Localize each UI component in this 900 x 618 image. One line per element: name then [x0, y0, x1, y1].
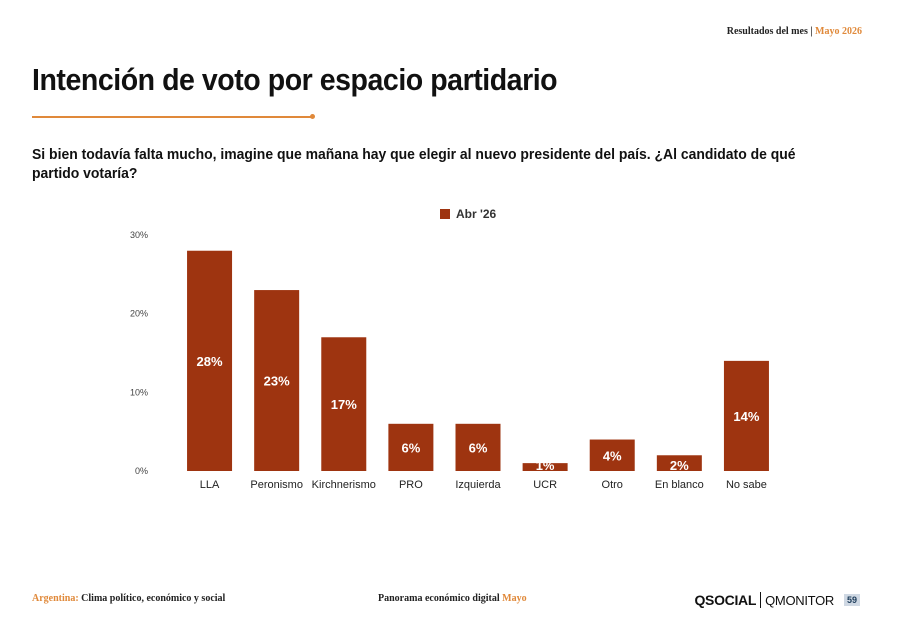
title-underline-dot: [310, 114, 315, 119]
footer-logos: QSOCIAL QMONITOR 59: [694, 592, 860, 608]
data-label: 2%: [670, 458, 689, 473]
page-number: 59: [843, 594, 860, 606]
x-tick-label: UCR: [533, 479, 557, 491]
y-axis: 0% 10% 20% 30%: [130, 230, 148, 476]
bar: [589, 439, 635, 471]
bar: [656, 455, 702, 471]
data-label: 6%: [469, 440, 488, 455]
bar: [388, 423, 434, 471]
footer-country: Argentina:: [32, 593, 79, 604]
header-label: Resultados del mes: [726, 26, 808, 37]
bar-chart: Abr '26 0% 10% 20% 30% 28% 23% 17% 6% 6% 1% 4% 2% 1…: [130, 207, 769, 491]
footer-panorama: Panorama económico digital: [378, 593, 500, 604]
bar: [723, 360, 769, 471]
bars: 28% 23% 17% 6% 6% 1% 4% 2% 14%: [187, 250, 769, 473]
bar: [522, 463, 568, 471]
y-tick-label: 20%: [130, 309, 148, 319]
header-separator: |: [810, 26, 813, 37]
bar: [321, 337, 367, 471]
y-tick-label: 30%: [130, 230, 148, 240]
data-label: 17%: [331, 397, 357, 412]
page-title: Intención de voto por espacio partidario: [32, 62, 558, 97]
x-tick-label: LLA: [200, 479, 220, 491]
bar: [187, 250, 233, 471]
x-axis: LLA Peronismo Kirchnerismo PRO Izquierda UCR O…: [200, 479, 767, 491]
chart-legend: Abr '26: [440, 207, 497, 221]
x-tick-label: No sabe: [726, 479, 767, 491]
x-tick-label: Otro: [602, 479, 623, 491]
header-month: Mayo 2026: [815, 26, 862, 37]
legend-swatch: [440, 209, 450, 219]
bar: [455, 423, 501, 471]
footer-center: Panorama económico digital Mayo: [378, 593, 527, 604]
data-label: 1%: [536, 458, 555, 473]
data-label: 23%: [264, 374, 290, 389]
qsocial-logo: QSOCIAL: [694, 592, 757, 608]
bar: [254, 290, 300, 471]
data-label: 28%: [197, 354, 223, 369]
data-label: 4%: [603, 448, 622, 463]
survey-question: Si bien todavía falta mucho, imagine que…: [32, 146, 796, 182]
footer-left: Argentina: Clima político, económico y s…: [32, 593, 225, 604]
x-tick-label: Kirchnerismo: [312, 479, 376, 491]
logo-divider: [760, 592, 762, 608]
footer-month: Mayo: [502, 593, 527, 604]
x-tick-label: Izquierda: [455, 479, 501, 491]
x-tick-label: Peronismo: [250, 479, 303, 491]
y-tick-label: 10%: [130, 387, 148, 397]
legend-label: Abr '26: [456, 207, 497, 221]
qmonitor-logo: QMONITOR: [765, 592, 834, 608]
footer-report-name: Clima político, económico y social: [81, 593, 226, 604]
data-label: 6%: [401, 440, 420, 455]
header-meta: Resultados del mes | Mayo 2026: [727, 26, 862, 37]
y-tick-label: 0%: [135, 466, 148, 476]
title-underline: [32, 116, 312, 118]
data-label: 14%: [733, 409, 759, 424]
x-tick-label: En blanco: [655, 479, 704, 491]
x-tick-label: PRO: [399, 479, 423, 491]
